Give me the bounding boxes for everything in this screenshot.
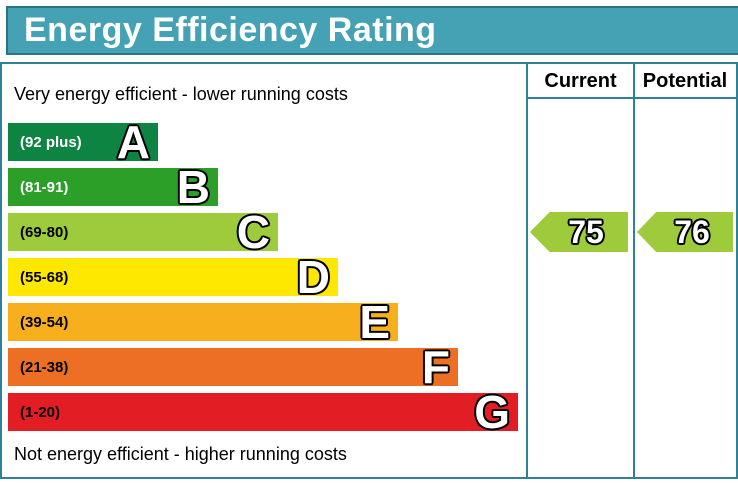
column-header-potential: Potential: [642, 69, 728, 92]
column-header-current: Current: [544, 69, 617, 92]
bottom-note: Not energy efficient - higher running co…: [14, 444, 347, 464]
band-c-range-label: (69-80): [20, 223, 69, 241]
band-g-range-label: (1-20): [20, 403, 61, 421]
potential-rating-value: 76: [674, 213, 710, 250]
band-a-letter: A: [116, 116, 150, 168]
band-g: (1-20) G: [8, 386, 518, 438]
column-divider-right: [633, 62, 635, 479]
band-list: (92 plus) A (81-91) B (69-80) C (55-68) …: [8, 116, 527, 438]
band-b: (81-91) B: [8, 161, 218, 213]
band-b-range-label: (81-91): [20, 178, 69, 196]
band-a: (92 plus) A: [8, 116, 158, 168]
band-c-letter: C: [236, 206, 270, 258]
potential-rating-arrow: 76: [637, 212, 733, 252]
current-rating-value: 75: [568, 213, 604, 250]
band-e-range-label: (39-54): [20, 313, 69, 331]
band-e: (39-54) E: [8, 296, 398, 348]
column-divider-left: [526, 62, 528, 479]
band-d: (55-68) D: [8, 251, 338, 303]
band-c: (69-80) C: [8, 206, 278, 258]
band-d-letter: D: [296, 251, 330, 303]
band-d-range-label: (55-68): [20, 268, 69, 286]
top-note: Very energy efficient - lower running co…: [14, 84, 348, 104]
band-f: (21-38) F: [8, 341, 458, 393]
band-a-range-label: (92 plus): [20, 133, 82, 151]
band-b-letter: B: [176, 161, 210, 213]
band-f-letter: F: [421, 341, 450, 393]
band-e-letter: E: [359, 296, 390, 348]
band-f-range-label: (21-38): [20, 358, 69, 376]
band-g-letter: G: [474, 386, 510, 438]
title-bar: Energy Efficiency Rating: [6, 6, 738, 55]
current-rating-arrow: 75: [530, 212, 628, 252]
header-underline: [526, 97, 736, 99]
page-title: Energy Efficiency Rating: [24, 11, 437, 49]
